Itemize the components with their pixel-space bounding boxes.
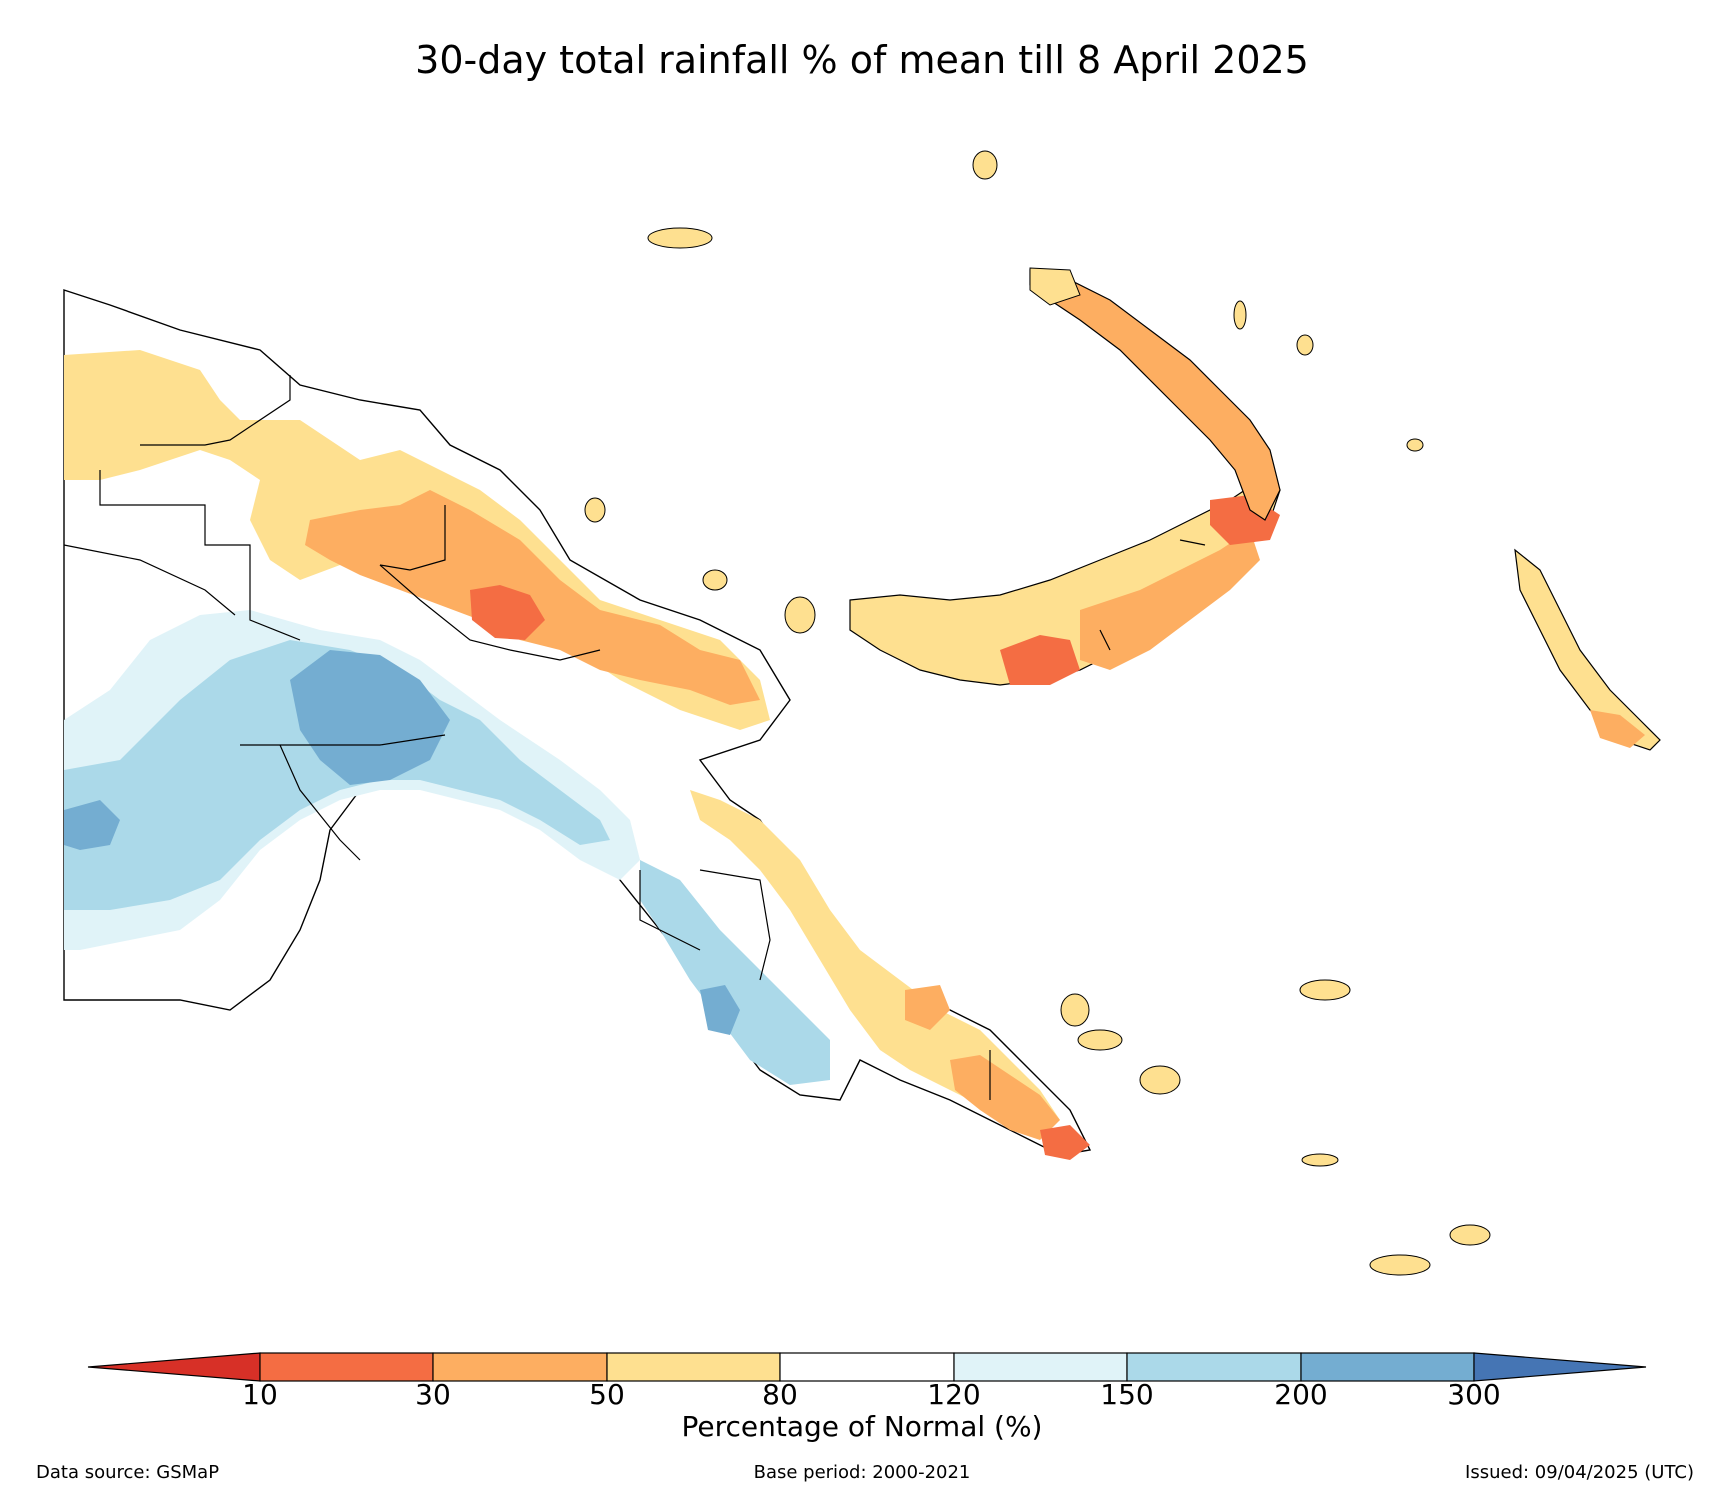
- region-gulf-coast: [640, 860, 830, 1085]
- region-central-highlands: [305, 490, 760, 705]
- colorbar-tick-label: 120: [927, 1378, 981, 1411]
- region-milne-bay: [950, 1055, 1060, 1140]
- colorbar-title: Percentage of Normal (%): [681, 1410, 1043, 1443]
- region-western-blue-patch: [64, 800, 120, 850]
- region-bougainville-south: [1590, 710, 1645, 748]
- region-peninsula-orange: [905, 985, 950, 1030]
- colorbar-bin-80-120: [779, 1352, 955, 1382]
- colorbar-tick-label: 150: [1100, 1378, 1154, 1411]
- region-bougainville: [1514, 548, 1661, 751]
- region-milne-bay-core: [1040, 1125, 1090, 1160]
- colorbar-bin-30-50: [432, 1352, 608, 1382]
- colorbar-tick-label: 300: [1447, 1378, 1501, 1411]
- colorbar-bin-50-80: [606, 1352, 781, 1382]
- region-southern-lowlands-mid: [64, 640, 610, 910]
- colorbar-tick-label: 10: [242, 1378, 278, 1411]
- colorbar-bin-200-300: [1300, 1352, 1475, 1382]
- colorbar-bin-150-200: [1126, 1352, 1302, 1382]
- region-new-ireland-west: [1029, 267, 1081, 306]
- data-source-text: Data source: GSMaP: [36, 1462, 220, 1483]
- base-period-text: Base period: 2000-2021: [753, 1462, 971, 1483]
- colorbar-over-arrow: [1473, 1352, 1647, 1382]
- province-boundaries: [63, 375, 1206, 1100]
- colorbar: [87, 1352, 1647, 1382]
- region-new-britain-south-coast: [1000, 635, 1080, 685]
- small-islands: [584, 150, 1491, 1276]
- colorbar-bin-10-30: [259, 1352, 434, 1382]
- colorbar-tick-label: 200: [1274, 1378, 1328, 1411]
- colorbar-under-arrow: [87, 1352, 261, 1382]
- region-gulf-coast-core: [700, 985, 740, 1035]
- region-papuan-peninsula: [690, 790, 1060, 1130]
- colorbar-tick-label: 80: [762, 1378, 798, 1411]
- issued-date-text: Issued: 09/04/2025 (UTC): [1465, 1462, 1694, 1483]
- region-central-highlands-core: [470, 585, 545, 640]
- colorbar-tick-label: 30: [415, 1378, 451, 1411]
- colorbar-tick-label: 50: [589, 1378, 625, 1411]
- region-new-britain-orange: [1080, 530, 1260, 670]
- region-southern-lowlands-core: [290, 650, 450, 785]
- page-title: 30-day total rainfall % of mean till 8 A…: [415, 38, 1309, 82]
- colorbar-bin-120-150: [953, 1352, 1128, 1382]
